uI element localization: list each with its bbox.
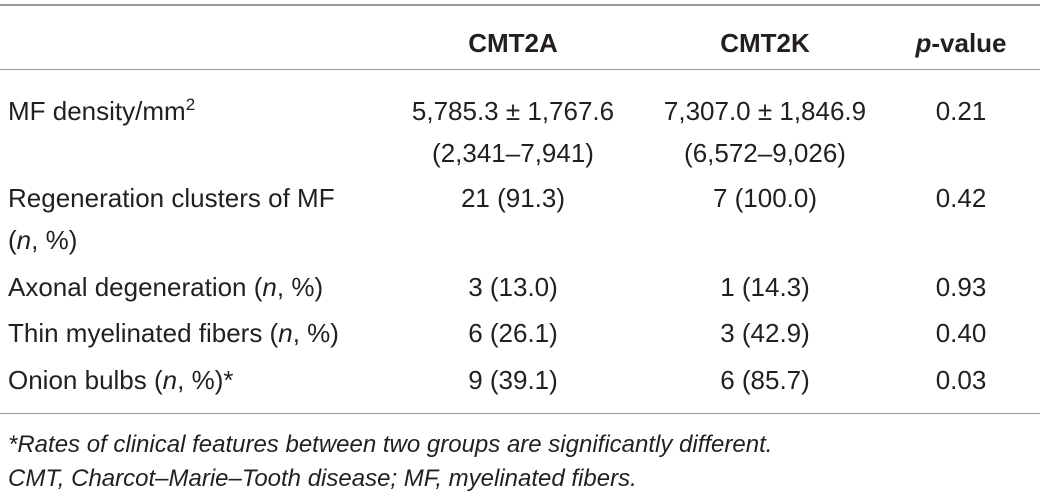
row-axonal-cmt2a: 3 (13.0) — [468, 272, 558, 302]
superscript: 2 — [185, 95, 196, 114]
row-mf-density-cmt2a-mean: 5,785.3 ± 1,767.6 — [411, 96, 615, 126]
row-regeneration-p: 0.42 — [935, 183, 987, 213]
table-header-rule — [0, 69, 1040, 70]
footnote-significance: *Rates of clinical features between two … — [8, 431, 773, 458]
footnote-abbreviations: CMT, Charcot–Marie–Tooth disease; MF, my… — [8, 465, 637, 492]
row-regeneration-label-line1: Regeneration clusters of MF — [8, 183, 335, 213]
row-thin-myelinated-label: Thin myelinated fibers (n, %) — [8, 318, 339, 348]
row-regeneration-cmt2a: 21 (91.3) — [460, 183, 566, 213]
row-mf-density-cmt2a-range: (2,341–7,941) — [432, 138, 594, 168]
row-regeneration-label-line2: (n, %) — [8, 225, 78, 255]
row-mf-density-cmt2k-mean: 7,307.0 ± 1,846.9 — [663, 96, 867, 126]
row-regeneration-cmt2k: 7 (100.0) — [712, 183, 818, 213]
header-cmt2a: CMT2A — [468, 28, 558, 58]
row-onion-bulbs-cmt2k: 6 (85.7) — [720, 365, 810, 395]
row-mf-density-p: 0.21 — [935, 96, 987, 126]
row-onion-bulbs-p: 0.03 — [935, 365, 987, 395]
row-thin-myelinated-cmt2k: 3 (42.9) — [720, 318, 810, 348]
row-axonal-label: Axonal degeneration (n, %) — [8, 272, 324, 302]
header-p-italic: p — [915, 28, 932, 58]
header-cmt2k: CMT2K — [720, 28, 810, 58]
table-bottom-rule — [0, 413, 1040, 414]
row-onion-bulbs-cmt2a: 9 (39.1) — [468, 365, 558, 395]
row-mf-density-cmt2k-range: (6,572–9,026) — [684, 138, 846, 168]
table-top-rule — [0, 4, 1040, 6]
row-mf-density-label: MF density/mm2 — [8, 95, 196, 126]
row-thin-myelinated-cmt2a: 6 (26.1) — [468, 318, 558, 348]
row-axonal-cmt2k: 1 (14.3) — [720, 272, 810, 302]
row-onion-bulbs-label: Onion bulbs (n, %)* — [8, 365, 234, 395]
row-axonal-p: 0.93 — [935, 272, 987, 302]
header-p-rest: -value — [931, 28, 1007, 58]
header-p-value: p-value — [886, 28, 1036, 58]
row-thin-myelinated-p: 0.40 — [935, 318, 987, 348]
